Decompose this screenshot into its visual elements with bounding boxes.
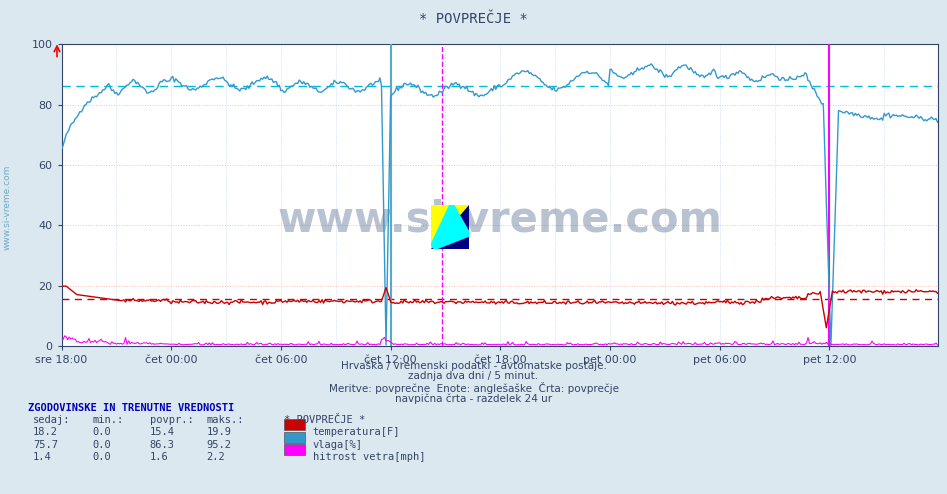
- Text: vlaga[%]: vlaga[%]: [313, 440, 363, 450]
- Text: 19.9: 19.9: [206, 427, 231, 437]
- Polygon shape: [431, 205, 469, 249]
- Text: Meritve: povprečne  Enote: anglešaške  Črta: povprečje: Meritve: povprečne Enote: anglešaške Črt…: [329, 382, 618, 394]
- Text: navpična črta - razdelek 24 ur: navpična črta - razdelek 24 ur: [395, 393, 552, 404]
- Text: ZGODOVINSKE IN TRENUTNE VREDNOSTI: ZGODOVINSKE IN TRENUTNE VREDNOSTI: [28, 403, 235, 412]
- Polygon shape: [431, 205, 469, 249]
- Text: povpr.:: povpr.:: [150, 415, 193, 425]
- Text: maks.:: maks.:: [206, 415, 244, 425]
- Text: 1.6: 1.6: [150, 452, 169, 462]
- Text: zadnja dva dni / 5 minut.: zadnja dva dni / 5 minut.: [408, 371, 539, 381]
- Polygon shape: [431, 205, 469, 249]
- Text: 0.0: 0.0: [93, 440, 112, 450]
- Text: 0.0: 0.0: [93, 427, 112, 437]
- Text: Hrvaška / vremenski podatki - avtomatske postaje.: Hrvaška / vremenski podatki - avtomatske…: [341, 361, 606, 371]
- Text: * POVPREČJE *: * POVPREČJE *: [420, 12, 527, 26]
- Text: 15.4: 15.4: [150, 427, 174, 437]
- Text: www.si-vreme.com: www.si-vreme.com: [3, 165, 12, 250]
- Text: 75.7: 75.7: [33, 440, 58, 450]
- Text: temperatura[F]: temperatura[F]: [313, 427, 400, 437]
- Text: 0.0: 0.0: [93, 452, 112, 462]
- Text: min.:: min.:: [93, 415, 124, 425]
- Text: 1.4: 1.4: [33, 452, 52, 462]
- Text: * POVPREČJE *: * POVPREČJE *: [284, 415, 366, 425]
- Text: sedaj:: sedaj:: [33, 415, 71, 425]
- Text: www.si-vreme.com: www.si-vreme.com: [277, 198, 722, 240]
- Text: 18.2: 18.2: [33, 427, 58, 437]
- Text: 2.2: 2.2: [206, 452, 225, 462]
- Text: 95.2: 95.2: [206, 440, 231, 450]
- Text: hitrost vetra[mph]: hitrost vetra[mph]: [313, 452, 425, 462]
- Text: 86.3: 86.3: [150, 440, 174, 450]
